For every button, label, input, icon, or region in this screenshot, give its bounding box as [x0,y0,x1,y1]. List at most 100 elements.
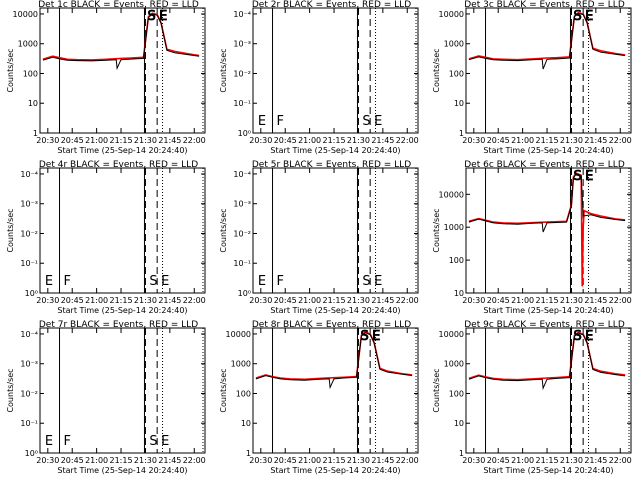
y-axis-label: Counts/sec [432,368,441,412]
plot-frame [252,7,419,134]
x-tick-label: 21:45 [584,296,607,305]
event-marker: E [258,274,266,289]
event-marker: S [149,274,157,289]
detector-panel-5: Det 5r BLACK = Events, RED = LLD 10⁰ 10⁻¹ 1… [219,160,419,315]
event-marker: S [573,169,581,184]
x-tick-label: 21:45 [158,296,181,305]
y-tick-label: 10⁰ [238,129,251,138]
x-tick-label: 21:45 [584,136,607,145]
detector-panel-1: Det 1c BLACK = Events, RED = LLD 1 10 100 10… [6,0,206,155]
x-tick-label: 20:45 [487,136,510,145]
y-tick-label: 10⁻² [233,229,251,238]
y-tick-label: 100 [449,389,464,398]
x-tick-label: 20:45 [487,296,510,305]
x-tick-label: 21:00 [511,136,534,145]
x-tick-label: 22:00 [609,296,632,305]
x-tick-label: 21:30 [134,456,157,465]
y-tick-label: 1 [459,449,464,458]
series-line-red [468,331,626,381]
x-tick-label: 21:00 [511,296,534,305]
y-tick-label: 1000 [18,40,38,49]
y-tick-label: 10⁻³ [20,200,38,209]
panel-title: Det 7r BLACK = Events, RED = LLD [39,320,198,330]
x-axis-label: Start Time (25-Sep-14 20:24:40) [270,466,400,475]
x-tick-label: 20:45 [487,456,510,465]
x-tick-label: 20:30 [36,136,59,145]
x-tick-label: 21:30 [134,296,157,305]
y-tick-label: 10 [454,419,464,428]
plot-frame [39,327,206,454]
y-tick-label: 1000 [444,360,464,369]
x-tick-label: 21:15 [110,456,133,465]
event-marker: F [276,114,283,129]
series-line-red [255,331,413,381]
x-tick-label: 21:45 [158,136,181,145]
y-tick-label: 10000 [226,330,251,339]
x-tick-label: 20:30 [36,296,59,305]
panel-title: Det 3c BLACK = Events, RED = LLD [464,0,625,10]
y-axis-label: Counts/sec [6,48,15,92]
x-tick-label: 21:00 [85,136,108,145]
x-tick-label: 22:00 [609,136,632,145]
x-tick-label: 21:00 [511,456,534,465]
x-tick-label: 21:30 [347,136,370,145]
series-line-red [42,12,200,61]
y-tick-label: 10⁻¹ [20,419,38,428]
x-tick-label: 21:45 [371,296,394,305]
event-marker: S [573,9,581,24]
event-marker: E [161,274,169,289]
y-tick-label: 100 [449,256,464,265]
event-marker: E [258,114,266,129]
event-marker: S [362,114,370,129]
series-line-black [42,13,200,71]
panel-title: Det 4r BLACK = Events, RED = LLD [39,160,198,170]
series-line-red [468,11,626,61]
x-tick-label: 22:00 [396,296,419,305]
y-tick-label: 10000 [13,10,38,19]
x-tick-label: 21:15 [110,136,133,145]
x-tick-label: 20:30 [462,456,485,465]
plot-frame [465,167,632,294]
event-marker: E [585,329,593,344]
y-tick-label: 100 [449,69,464,78]
x-tick-label: 21:00 [85,296,108,305]
event-marker: S [573,329,581,344]
x-tick-label: 21:15 [536,136,559,145]
x-axis-label: Start Time (25-Sep-14 20:24:40) [57,146,187,155]
y-tick-label: 10⁻³ [20,360,38,369]
x-tick-label: 21:30 [134,136,157,145]
x-tick-label: 21:00 [298,456,321,465]
x-tick-label: 21:30 [560,456,583,465]
y-tick-label: 10⁻² [20,229,38,238]
x-tick-label: 21:15 [110,296,133,305]
y-tick-label: 10⁻¹ [233,259,251,268]
x-axis-label: Start Time (25-Sep-14 20:24:40) [270,146,400,155]
y-tick-label: 10000 [439,330,464,339]
panel-title: Det 9c BLACK = Events, RED = LLD [464,320,625,330]
y-tick-label: 10⁻² [20,389,38,398]
x-axis-label: Start Time (25-Sep-14 20:24:40) [483,466,613,475]
x-tick-label: 20:30 [249,456,272,465]
event-marker: S [149,434,157,449]
y-axis-label: Counts/sec [432,48,441,92]
y-tick-label: 10⁰ [25,289,38,298]
x-tick-label: 20:45 [61,296,84,305]
x-tick-label: 20:45 [61,136,84,145]
series-line-black [255,332,413,390]
event-marker: E [374,274,382,289]
series-line-black [468,332,626,391]
detector-panel-8: Det 8r BLACK = Events, RED = LLD 1 10 100 10… [219,320,419,475]
y-tick-label: 10⁻³ [233,40,251,49]
x-tick-label: 21:30 [560,296,583,305]
x-tick-label: 21:15 [536,296,559,305]
x-tick-label: 20:45 [274,136,297,145]
y-tick-label: 10⁻¹ [233,99,251,108]
event-marker: E [161,434,169,449]
event-marker: E [45,274,53,289]
x-tick-label: 21:45 [158,456,181,465]
panel-title: Det 2r BLACK = Events, RED = LLD [252,0,411,10]
event-marker: S [362,274,370,289]
plot-frame [465,7,632,134]
